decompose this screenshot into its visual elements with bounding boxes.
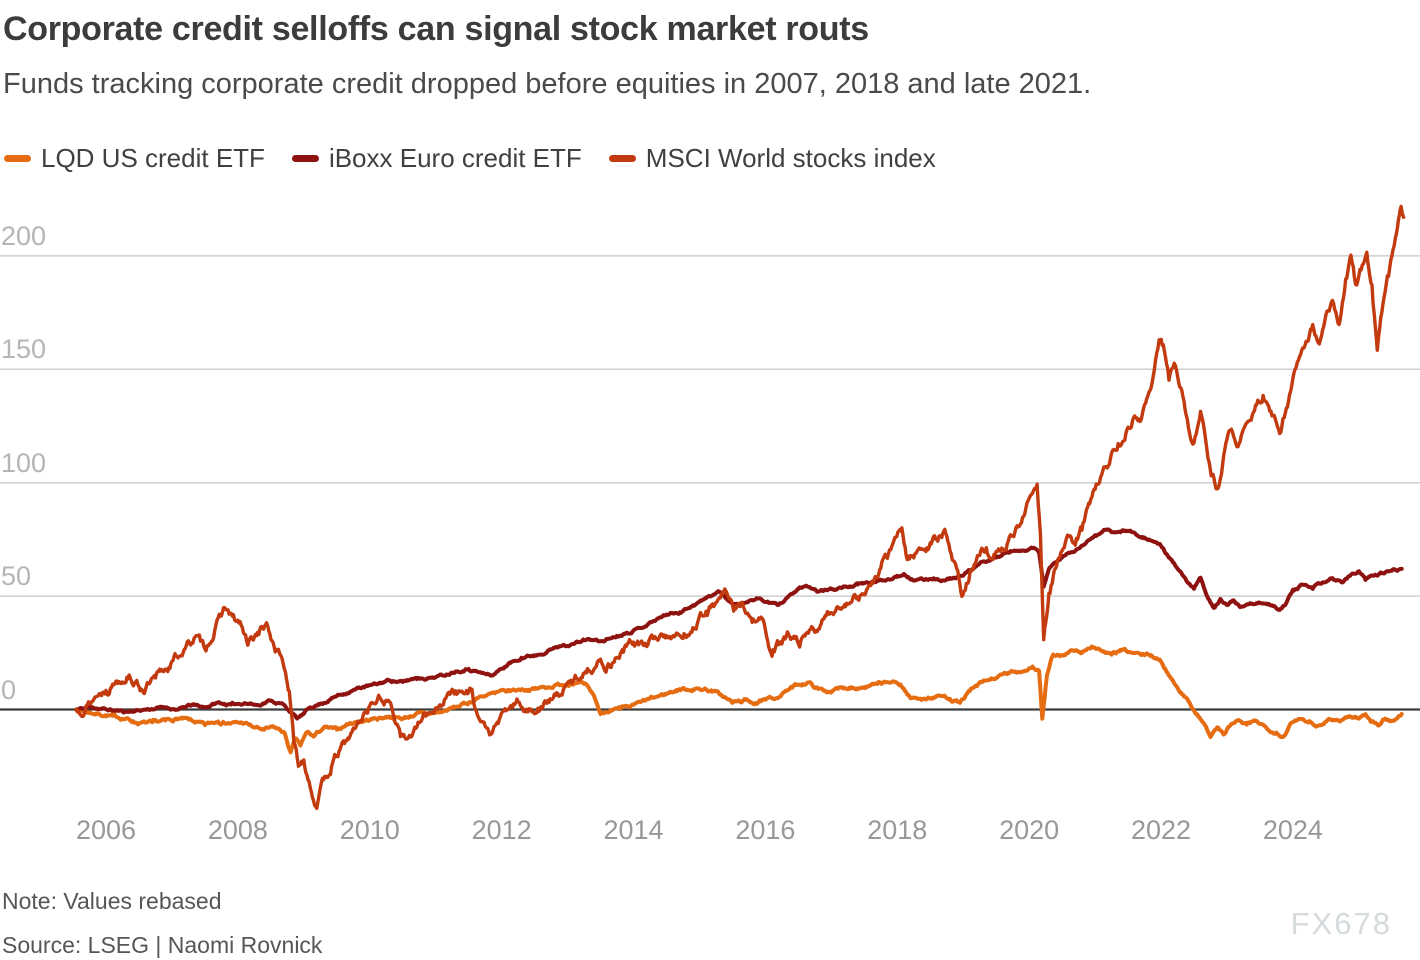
legend-item: iBoxx Euro credit ETF bbox=[291, 142, 582, 174]
legend-item: MSCI World stocks index bbox=[608, 142, 936, 174]
x-tick-label: 2012 bbox=[471, 815, 532, 845]
legend-swatch-icon bbox=[608, 154, 636, 162]
legend: LQD US credit ETF iBoxx Euro credit ETF MS… bbox=[4, 142, 936, 174]
chart-subtitle: Funds tracking corporate credit dropped … bbox=[3, 68, 1092, 100]
source-text: Source: LSEG | Naomi Rovnick bbox=[2, 932, 323, 958]
x-tick-label: 2010 bbox=[339, 815, 400, 845]
x-tick-label: 2016 bbox=[735, 815, 796, 845]
x-tick-label: 2024 bbox=[1262, 815, 1323, 845]
y-tick-label: 200 bbox=[1, 220, 47, 251]
series-line-iboxx-euro-credit-etf bbox=[74, 527, 1404, 721]
series-line-lqd-us-credit-etf bbox=[74, 644, 1404, 755]
x-tick-label: 2014 bbox=[603, 815, 664, 845]
y-tick-label: 0 bbox=[1, 674, 17, 705]
x-tick-label: 2006 bbox=[75, 815, 137, 845]
chart-title: Corporate credit selloffs can signal sto… bbox=[3, 10, 869, 48]
x-tick-label: 2020 bbox=[999, 815, 1060, 845]
y-tick-label: 150 bbox=[1, 334, 47, 365]
series-line-msci-world-stocks-index bbox=[74, 204, 1406, 810]
watermark: FX678 bbox=[1290, 906, 1392, 941]
legend-label: LQD US credit ETF bbox=[41, 142, 265, 173]
x-tick-label: 2008 bbox=[207, 815, 268, 845]
legend-swatch-icon bbox=[4, 154, 31, 162]
legend-label: iBoxx Euro credit ETF bbox=[328, 142, 582, 173]
legend-swatch-icon bbox=[291, 154, 319, 162]
legend-item: LQD US credit ETF bbox=[4, 143, 265, 174]
x-tick-label: 2022 bbox=[1130, 815, 1192, 845]
note-text: Note: Values rebased bbox=[2, 888, 222, 914]
y-tick-label: 100 bbox=[1, 447, 47, 478]
x-tick-label: 2018 bbox=[867, 815, 928, 845]
y-tick-label: 50 bbox=[1, 561, 32, 592]
legend-label: MSCI World stocks index bbox=[645, 142, 936, 173]
